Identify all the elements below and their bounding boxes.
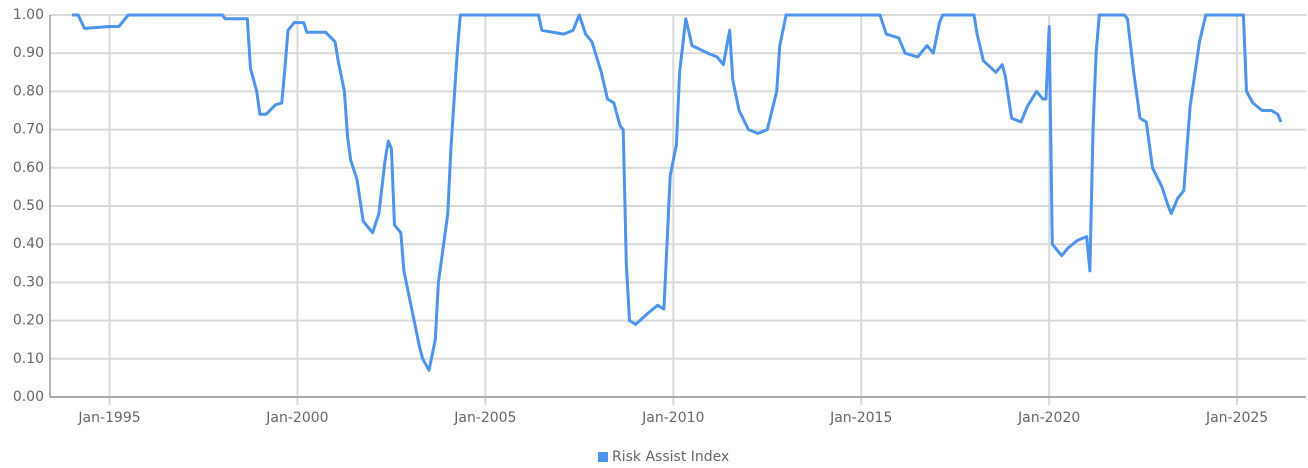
- x-tick-label: Jan-2015: [829, 410, 892, 426]
- y-tick-label: 0.20: [13, 313, 44, 329]
- y-tick-label: 0.10: [13, 351, 44, 367]
- x-tick-label: Jan-2000: [265, 410, 328, 426]
- x-tick-label: Jan-2025: [1205, 410, 1268, 426]
- y-tick-label: 0.40: [13, 236, 44, 252]
- y-tick-label: 0.90: [13, 45, 44, 61]
- y-tick-label: 0.80: [13, 83, 44, 99]
- legend-label: Risk Assist Index: [612, 449, 729, 465]
- x-tick-label: Jan-2005: [453, 410, 516, 426]
- x-tick-label: Jan-2020: [1017, 410, 1080, 426]
- x-tick-label: Jan-1995: [77, 410, 140, 426]
- y-tick-label: 0.00: [13, 389, 44, 405]
- series-line: [71, 13, 1283, 372]
- y-tick-label: 0.30: [13, 274, 44, 290]
- y-tick-label: 1.00: [13, 7, 44, 23]
- legend-swatch: [598, 452, 608, 462]
- y-tick-label: 0.70: [13, 122, 44, 138]
- x-tick-label: Jan-2010: [641, 410, 704, 426]
- y-tick-label: 0.60: [13, 160, 44, 176]
- y-tick-label: 0.50: [13, 198, 44, 214]
